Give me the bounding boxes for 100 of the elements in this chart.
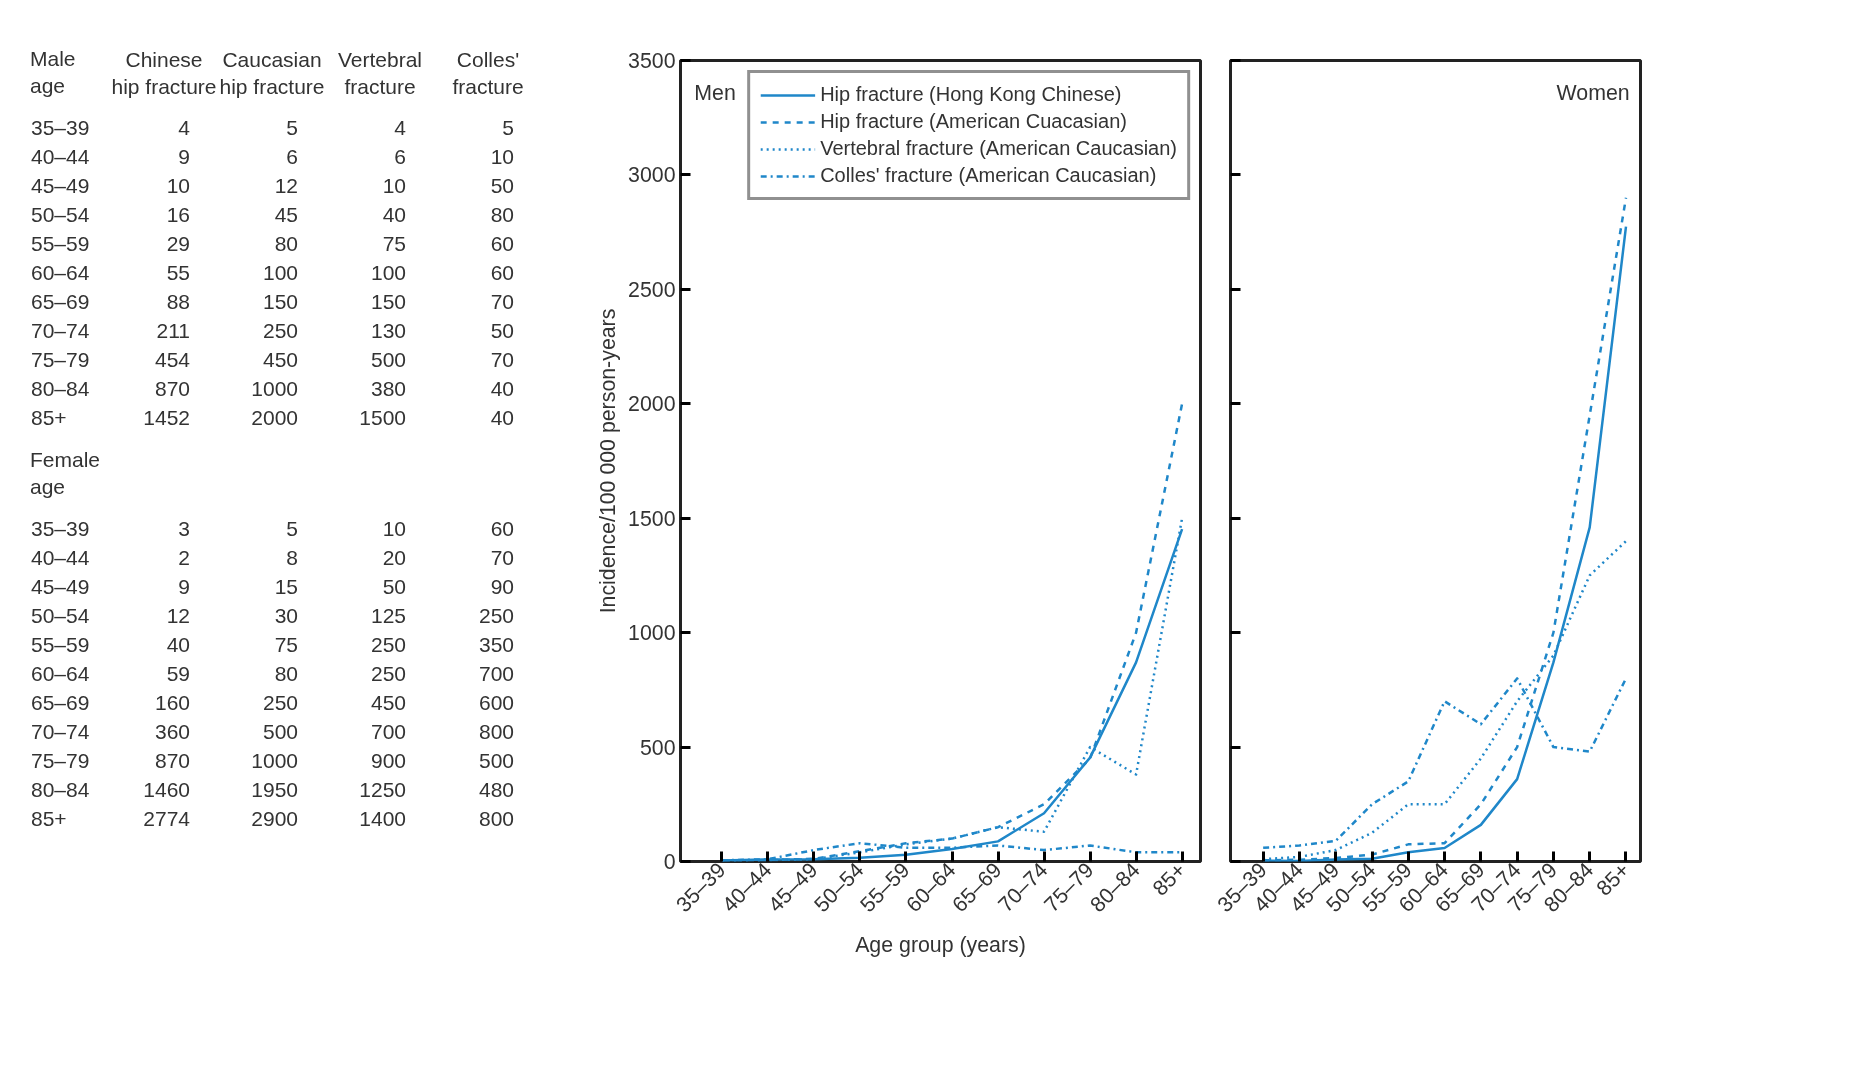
text: Chinese hip fracture [110, 47, 218, 100]
data-label: 60 [489, 260, 515, 286]
category-label: 75–79 [30, 347, 91, 373]
data-label: 50 [381, 574, 407, 600]
data-label: 2774 [142, 806, 191, 832]
data-label: 10 [381, 173, 407, 199]
data-label: 2000 [250, 405, 299, 431]
data-label: 80 [273, 231, 299, 257]
data-label: 150 [369, 289, 407, 315]
data-label: 5 [501, 115, 515, 141]
data-label: 15 [273, 574, 299, 600]
category-label: 75–79 [30, 748, 91, 774]
text: Female age [30, 447, 102, 500]
data-label: 70 [489, 347, 515, 373]
data-label: 100 [369, 260, 407, 286]
data-label: 50 [489, 173, 515, 199]
text: Men [694, 80, 736, 105]
y-tick-label: 2500 [628, 277, 676, 302]
data-label: 150 [261, 289, 299, 315]
category-label: 50–54 [30, 202, 91, 228]
category-label: 65–69 [30, 289, 91, 315]
data-label: 125 [369, 603, 407, 629]
data-label: 75 [273, 632, 299, 658]
y-tick-label: 0 [663, 850, 676, 874]
data-label: 5 [285, 516, 299, 542]
data-label: 30 [273, 603, 299, 629]
data-label: 4 [177, 115, 191, 141]
data-label: 900 [369, 748, 407, 774]
data-label: 3 [177, 516, 191, 542]
data-label: 29 [165, 231, 191, 257]
data-label: 80 [273, 661, 299, 687]
legend-label: Hip fracture (American Cuacasian) [820, 110, 1127, 133]
data-label: 360 [153, 719, 191, 745]
category-label: 70–74 [30, 719, 91, 745]
text: Caucasian hip fracture [218, 47, 326, 100]
data-label: 6 [285, 144, 299, 170]
text: Male age [30, 46, 77, 99]
data-label: 500 [477, 748, 515, 774]
data-label: 10 [165, 173, 191, 199]
data-label: 80 [489, 202, 515, 228]
data-label: 700 [477, 661, 515, 687]
data-label: 40 [489, 405, 515, 431]
data-label: 88 [165, 289, 191, 315]
data-label: 40 [381, 202, 407, 228]
data-label: 800 [477, 806, 515, 832]
data-label: 500 [261, 719, 299, 745]
data-label: 4 [393, 115, 407, 141]
data-label: 55 [165, 260, 191, 286]
data-label: 1950 [250, 777, 299, 803]
y-tick-label: 1000 [628, 621, 676, 646]
data-label: 9 [177, 574, 191, 600]
category-label: 60–64 [30, 661, 91, 687]
x-tick-label: 85+ [1148, 858, 1191, 901]
data-label: 70 [489, 545, 515, 571]
data-label: 700 [369, 719, 407, 745]
data-label: 1250 [358, 777, 407, 803]
y-axis-title: Incidence/100 000 person-years [596, 308, 621, 614]
legend-label: Colles' fracture (American Caucasian) [820, 164, 1157, 187]
data-label: 12 [165, 603, 191, 629]
data-label: 8 [285, 545, 299, 571]
y-tick-label: 500 [639, 735, 676, 760]
text: Women [1556, 80, 1630, 105]
category-label: 80–84 [30, 376, 91, 402]
data-label: 16 [165, 202, 191, 228]
data-label: 75 [381, 231, 407, 257]
category-label: 65–69 [30, 690, 91, 716]
category-label: 35–39 [30, 516, 91, 542]
data-label: 45 [273, 202, 299, 228]
category-label: 45–49 [30, 173, 91, 199]
data-label: 160 [153, 690, 191, 716]
data-label: 1500 [358, 405, 407, 431]
category-label: 55–59 [30, 231, 91, 257]
data-label: 350 [477, 632, 515, 658]
data-label: 60 [489, 231, 515, 257]
data-label: 100 [261, 260, 299, 286]
y-tick-label: 1500 [628, 506, 676, 531]
data-label: 870 [153, 748, 191, 774]
category-label: 45–49 [30, 574, 91, 600]
data-label: 130 [369, 318, 407, 344]
x-axis-title: Age group (years) [855, 933, 1026, 958]
category-label: 85+ [30, 405, 68, 431]
data-label: 10 [381, 516, 407, 542]
data-label: 12 [273, 173, 299, 199]
y-tick-label: 3500 [628, 49, 676, 73]
category-label: 40–44 [30, 545, 91, 571]
data-label: 40 [489, 376, 515, 402]
data-label: 20 [381, 545, 407, 571]
data-label: 2900 [250, 806, 299, 832]
category-label: 80–84 [30, 777, 91, 803]
category-label: 40–44 [30, 144, 91, 170]
data-label: 6 [393, 144, 407, 170]
data-label: 870 [153, 376, 191, 402]
data-label: 1460 [142, 777, 191, 803]
data-label: 1400 [358, 806, 407, 832]
data-label: 10 [489, 144, 515, 170]
data-label: 250 [261, 318, 299, 344]
data-label: 454 [153, 347, 191, 373]
data-label: 90 [489, 574, 515, 600]
data-label: 1000 [250, 748, 299, 774]
data-label: 59 [165, 661, 191, 687]
